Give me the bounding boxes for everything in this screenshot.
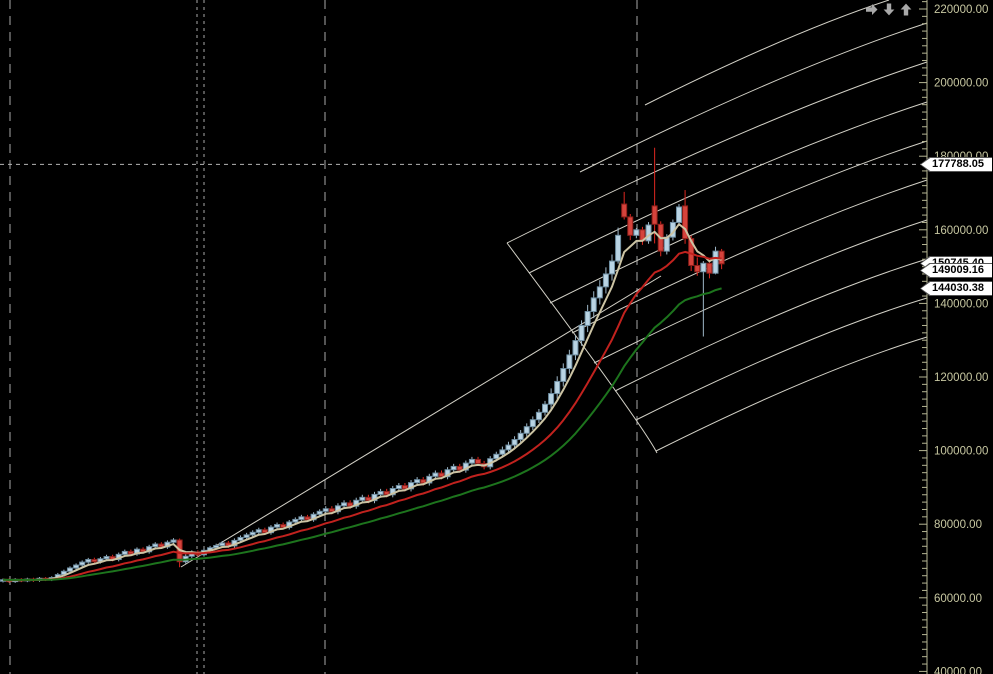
y-axis-label: 40000.00 (934, 666, 982, 674)
price-tag-indicator-2: 144030.38 (920, 281, 992, 296)
separator-lines (9, 0, 638, 674)
price-tag-indicator-1: 149009.16 (920, 263, 992, 278)
y-axis-label: 220000.00 (934, 4, 988, 16)
y-axis-label: 60000.00 (934, 593, 982, 605)
candles-layer (0, 147, 725, 583)
price-tag-indicator-1-label: 149009.16 (921, 264, 992, 277)
scroll-right-arrow-icon[interactable] (866, 3, 878, 16)
y-axis-label: 160000.00 (934, 225, 988, 237)
scroll-down-arrow-icon[interactable] (883, 3, 895, 16)
ema-fast-line (2, 223, 722, 582)
ema-mid-line (2, 250, 722, 581)
y-axis-label: 80000.00 (934, 519, 982, 531)
y-axis-label: 140000.00 (934, 298, 988, 310)
y-axis-label: 120000.00 (934, 372, 988, 384)
scroll-up-arrow-icon[interactable] (900, 3, 912, 16)
price-axis: 220000.00200000.00180000.00160000.001400… (919, 0, 988, 674)
trendline (180, 275, 662, 568)
chart-scroll-toolbar (866, 3, 918, 18)
channel-left-edge (506, 242, 658, 454)
channel-fan-drawing (180, 0, 928, 568)
y-axis-label: 100000.00 (934, 446, 988, 458)
price-tag-level: 177788.05 (920, 157, 992, 172)
price-tag-indicator-2-label: 144030.38 (921, 282, 992, 295)
price-tag-level-label: 177788.05 (921, 158, 992, 171)
y-axis-label: 200000.00 (934, 78, 988, 90)
ema-slow-line (2, 287, 722, 581)
